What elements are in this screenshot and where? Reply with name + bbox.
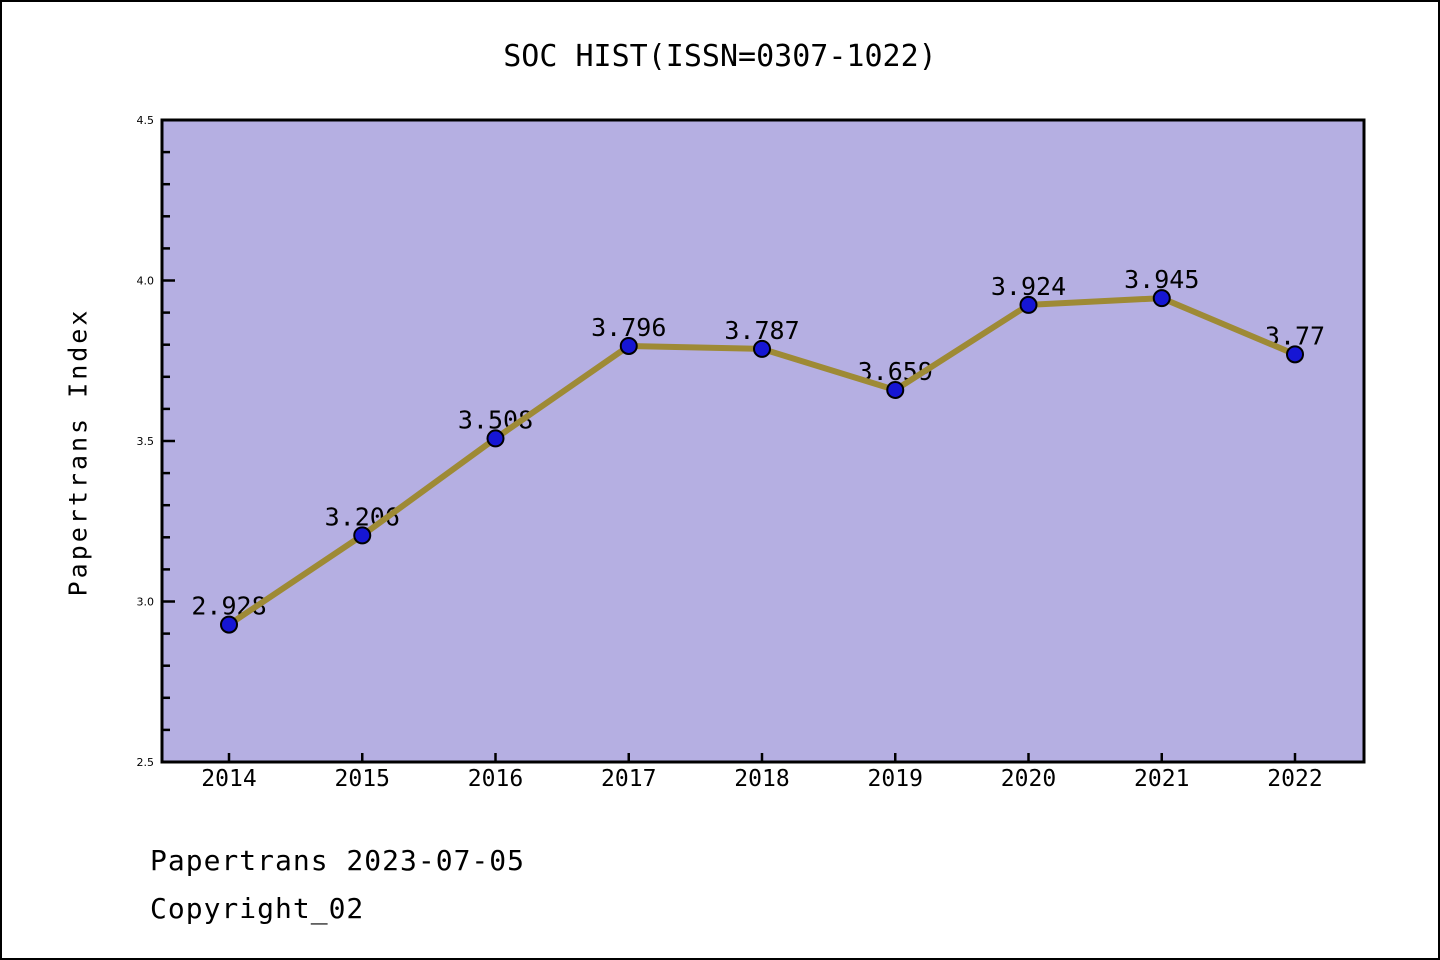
- y-axis-tick-label: 3.0: [137, 596, 155, 609]
- x-axis-tick-label: 2014: [201, 766, 256, 792]
- x-axis-tick-label: 2018: [734, 766, 789, 792]
- data-point: [486, 429, 505, 448]
- data-point: [1152, 289, 1171, 308]
- x-axis-tick-label: 2017: [601, 766, 656, 792]
- data-point: [619, 336, 638, 355]
- data-point: [353, 526, 372, 545]
- footer-source-text: Papertrans 2023-07-05: [150, 844, 526, 877]
- page-title: SOC HIST(ISSN=0307-1022): [503, 39, 937, 74]
- x-axis-tick-label: 2019: [868, 766, 923, 792]
- data-point: [1019, 295, 1038, 314]
- data-point: [220, 615, 238, 634]
- x-axis-tick-label: 2015: [335, 766, 390, 792]
- y-axis-tick-label: 4.0: [137, 275, 155, 288]
- x-axis-tick-label: 2021: [1134, 766, 1189, 792]
- y-axis-tick-label: 3.5: [137, 435, 155, 448]
- data-point: [1286, 345, 1304, 364]
- plot-area: [162, 120, 1364, 762]
- y-axis-label: Papertrans Index: [63, 307, 93, 597]
- data-point: [753, 339, 771, 358]
- data-point: [886, 380, 905, 399]
- footer-copyright-text: Copyright_02: [150, 892, 365, 925]
- plot-frame: [160, 118, 1366, 764]
- x-axis-tick-label: 2016: [468, 766, 523, 792]
- x-axis-tick-label: 2022: [1267, 766, 1322, 792]
- y-axis-tick-label: 2.5: [137, 756, 155, 769]
- x-axis-tick-label: 2020: [1001, 766, 1056, 792]
- y-axis-tick-label: 4.5: [137, 114, 155, 127]
